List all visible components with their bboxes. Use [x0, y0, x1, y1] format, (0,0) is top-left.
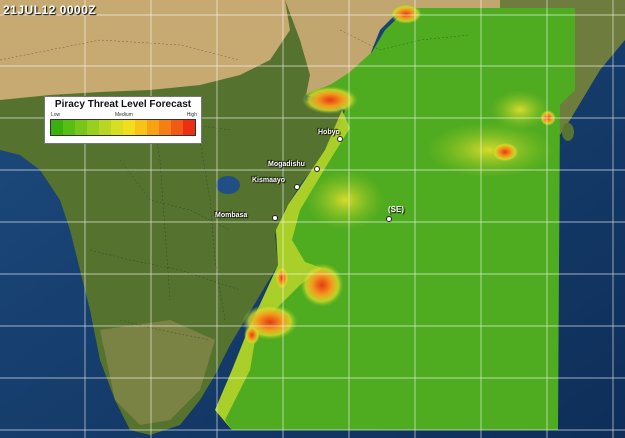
legend-color-step [51, 120, 63, 135]
city-label-mogadishu: Mogadishu [268, 161, 305, 168]
legend-color-step [111, 120, 123, 135]
arabian-sea-yellow-2 [490, 90, 550, 130]
legend-color-step [171, 120, 183, 135]
arabian-sea-hotspot [491, 142, 519, 162]
legend-low-label: Low [51, 112, 61, 118]
gulf-of-aden-hotspot [302, 86, 358, 114]
legend-color-step [183, 120, 195, 135]
city-label-kismaayo: Kismaayo [252, 177, 286, 184]
legend-color-step [63, 120, 75, 135]
south-mozambique-hotspot [244, 325, 260, 345]
storm-marker [386, 216, 392, 222]
legend-medium-label: Medium [115, 112, 133, 118]
legend-ticks: Low Medium High [49, 112, 197, 119]
legend-color-step [123, 120, 135, 135]
legend-color-step [135, 120, 147, 135]
legend-color-scale [50, 119, 196, 136]
sri-lanka [562, 123, 574, 141]
city-marker-mogadishu [314, 166, 320, 172]
legend-color-step [147, 120, 159, 135]
southern-africa-dry [100, 320, 215, 425]
city-label-mombasa: Mombasa [215, 212, 248, 219]
arabian-sea-yellow [425, 122, 555, 178]
lake-victoria [216, 176, 240, 194]
sahara-desert [0, 0, 290, 100]
legend-title: Piracy Threat Level Forecast [54, 99, 192, 110]
legend-color-step [87, 120, 99, 135]
kenya-coast-hotspot [275, 266, 289, 290]
legend-color-step [159, 120, 171, 135]
legend-color-step [99, 120, 111, 135]
city-marker-kismaayo [294, 184, 300, 190]
forecast-region [215, 8, 575, 430]
somali-basin-yellow [305, 170, 385, 230]
legend-high-label: High [186, 112, 197, 118]
storm-label: (SE) [388, 205, 404, 214]
threat-level-legend: Piracy Threat Level Forecast Low Medium … [44, 96, 202, 144]
legend-color-step [75, 120, 87, 135]
mozambique-channel-hotspot [300, 263, 344, 307]
oman-coast-hotspot [390, 4, 422, 24]
forecast-timestamp: 21JUL12 0000Z [3, 3, 97, 17]
city-marker-hobyo [337, 136, 343, 142]
city-marker-mombasa [272, 215, 278, 221]
city-label-hobyo: Hobyo [318, 129, 340, 136]
